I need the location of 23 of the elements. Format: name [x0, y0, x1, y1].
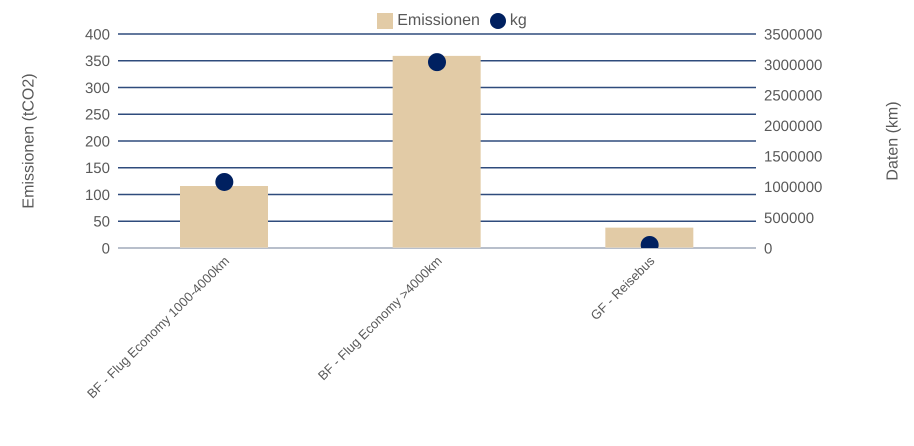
y2-tick-label: 1000000: [764, 179, 822, 196]
y-tick-label: 300: [84, 80, 110, 97]
y2-tick-label: 2000000: [764, 118, 822, 136]
y2-tick-label: 2500000: [764, 87, 822, 104]
y-tick-label: 150: [84, 160, 110, 178]
y-tick-label: 100: [84, 186, 110, 204]
y2-tick-label: 3500000: [764, 26, 822, 44]
bar: [180, 186, 268, 248]
y2-tick-label: 3000000: [764, 56, 822, 74]
y2-axis-title: Daten (km): [884, 101, 902, 181]
y-tick-label: 0: [102, 240, 110, 258]
y-tick-label: 200: [84, 133, 110, 150]
bar: [392, 56, 481, 248]
legend-label: Emissionen: [397, 12, 480, 29]
y-tick-label: 400: [84, 26, 110, 44]
y-tick-label: 350: [84, 53, 110, 70]
y-axis-title: Emissionen (tCO2): [20, 73, 38, 209]
y2-tick-label: 1500000: [764, 148, 822, 166]
y-tick-label: 250: [84, 106, 110, 124]
legend-label: kg: [510, 12, 527, 29]
y2-tick-label: 500000: [764, 210, 814, 227]
y2-tick-label: 0: [764, 240, 772, 258]
y-tick-label: 50: [93, 214, 110, 231]
